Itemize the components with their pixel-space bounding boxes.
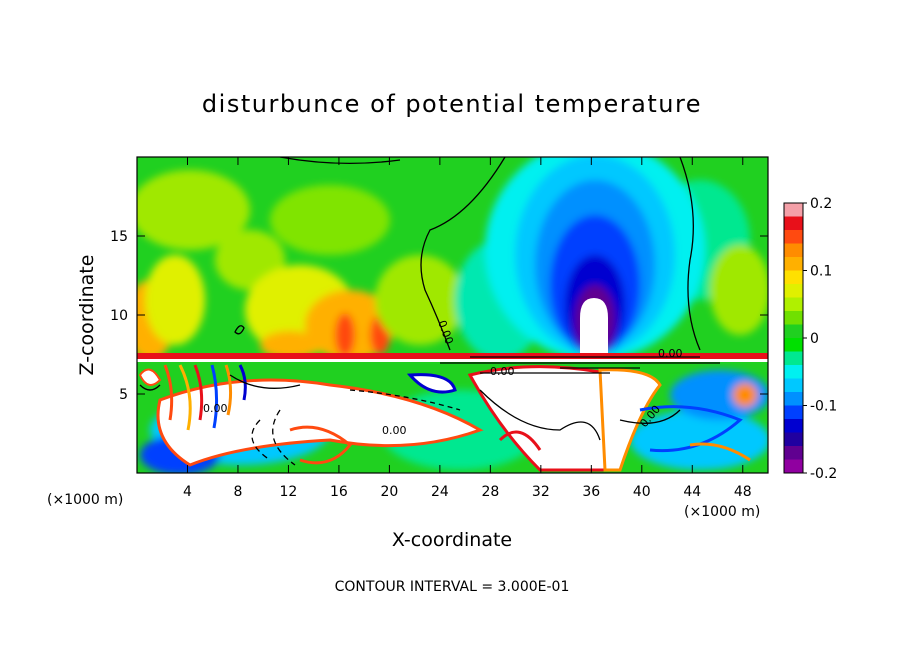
colorbar-swatch: [784, 311, 803, 325]
colorbar-swatch: [784, 338, 803, 352]
x-tick-label: 28: [481, 484, 499, 500]
x-tick-label: 4: [183, 484, 192, 500]
x-axis-label: X-coordinate: [392, 529, 512, 551]
x-tick-label: 12: [280, 484, 298, 500]
upper-field: [137, 157, 768, 360]
contour-lines: [139, 157, 720, 466]
colorbar-swatch: [784, 392, 803, 406]
colorbar-swatch: [784, 365, 803, 379]
colorbar-swatch: [784, 257, 803, 271]
colorbar-swatch: [784, 243, 803, 258]
y-axis: 5 10 15: [110, 229, 768, 403]
x-tick-label: 32: [532, 484, 550, 500]
colorbar-swatch: [784, 419, 803, 433]
x-tick-label: 20: [380, 484, 398, 500]
colorbar-swatch: [784, 378, 803, 393]
contour-label: 0.00: [382, 424, 407, 437]
y-tick-label: 5: [119, 387, 128, 403]
contour-labels: 0.00 0.00 0.00 0.00 0.00 0.00: [203, 319, 683, 437]
x-unit-right: (×1000 m): [684, 504, 760, 520]
x-tick-label: 48: [734, 484, 752, 500]
chart-title: disturbunce of potential temperature: [202, 90, 702, 118]
colorbar-swatch: [784, 270, 803, 285]
x-tick-label: 44: [683, 484, 701, 500]
colorbar-label: -0.1: [810, 399, 837, 415]
colorbar-swatch: [784, 432, 803, 447]
colorbar: 0.2 0.1 0 -0.1 -0.2: [783, 196, 837, 482]
x-tick-label: 40: [633, 484, 651, 500]
colorbar-label: 0.2: [810, 196, 832, 212]
lower-field: [137, 362, 768, 473]
x-tick-label: 8: [233, 484, 242, 500]
inversion-band: [137, 353, 768, 359]
colorbar-swatch: [784, 203, 803, 217]
x-tick-label: 16: [330, 484, 348, 500]
contour-label: 0.00: [658, 347, 683, 360]
colorbar-label: 0.1: [810, 264, 832, 280]
colorbar-swatch: [784, 297, 803, 312]
contour-interval-note: CONTOUR INTERVAL = 3.000E-01: [335, 579, 570, 595]
x-tick-label: 36: [582, 484, 600, 500]
colorbar-swatch: [784, 230, 803, 244]
contour-label: 0.00: [490, 365, 515, 378]
colorbar-swatch: [784, 216, 803, 231]
colorbar-label: -0.2: [810, 466, 837, 482]
contour-label: 0.00: [203, 402, 228, 415]
x-tick-label: 24: [431, 484, 449, 500]
colorbar-swatch: [784, 324, 803, 339]
colorbar-swatch: [784, 405, 803, 420]
colorbar-label: 0: [810, 331, 819, 347]
colorbar-swatch: [784, 284, 803, 298]
y-tick-label: 10: [110, 308, 128, 324]
plot-area: 0.00 0.00 0.00 0.00 0.00 0.00: [137, 157, 768, 473]
x-unit-left: (×1000 m): [47, 492, 123, 508]
colorbar-swatch: [784, 446, 803, 460]
x-axis: 4 8 12 16 20 24 28 32 36 40 44 48: [183, 157, 752, 500]
colorbar-swatch: [784, 459, 803, 474]
y-axis-label: Z-coordinate: [76, 255, 98, 376]
y-tick-label: 15: [110, 229, 128, 245]
colorbar-swatch: [784, 351, 803, 366]
